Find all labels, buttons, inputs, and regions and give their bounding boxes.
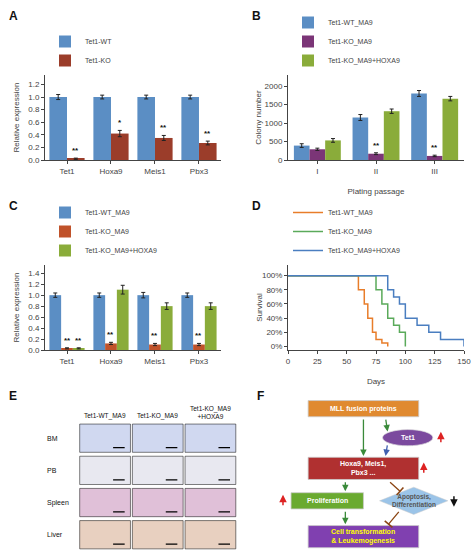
svg-text:Meis1: Meis1 (144, 357, 166, 366)
svg-text:Tet1-KO_MA9: Tet1-KO_MA9 (85, 228, 129, 236)
svg-text:**: ** (72, 146, 79, 155)
svg-text:*: * (118, 118, 122, 127)
svg-text:**: ** (75, 336, 82, 345)
svg-text:E: E (9, 389, 17, 403)
svg-text:0%: 0% (271, 342, 283, 351)
svg-text:**: ** (373, 141, 380, 150)
svg-text:**: ** (151, 331, 158, 340)
svg-text:Tet1-WT_MA9: Tet1-WT_MA9 (328, 19, 373, 27)
svg-text:Tet1-WT: Tet1-WT (85, 38, 112, 45)
svg-text:III: III (431, 167, 438, 176)
svg-text:0.4: 0.4 (28, 131, 40, 140)
svg-text:50: 50 (342, 357, 351, 366)
svg-text:Days: Days (367, 377, 385, 386)
svg-text:0.8: 0.8 (28, 302, 40, 311)
svg-text:Hoxa9: Hoxa9 (99, 167, 123, 176)
svg-text:C: C (9, 199, 18, 213)
svg-text:100: 100 (399, 357, 413, 366)
svg-text:Tet1-KO_MA9+HOXA9: Tet1-KO_MA9+HOXA9 (85, 247, 157, 255)
svg-text:0.0: 0.0 (28, 156, 40, 165)
svg-text:**: ** (160, 123, 167, 132)
svg-text:Tet1-KO: Tet1-KO (85, 57, 111, 64)
svg-text:Tet1: Tet1 (59, 167, 75, 176)
svg-text:Pbx3: Pbx3 (190, 167, 209, 176)
svg-text:40%: 40% (266, 314, 282, 323)
svg-text:20%: 20% (266, 328, 282, 337)
svg-text:500: 500 (269, 137, 283, 146)
svg-text:**: ** (107, 330, 114, 339)
svg-text:B: B (252, 9, 261, 23)
svg-text:Colony number: Colony number (254, 90, 263, 145)
svg-text:II: II (374, 167, 378, 176)
svg-text:100%: 100% (262, 271, 282, 280)
svg-text:Hoxa9: Hoxa9 (99, 357, 123, 366)
svg-text:60%: 60% (266, 300, 282, 309)
svg-text:F: F (257, 389, 264, 403)
svg-text:**: ** (204, 129, 211, 138)
svg-text:1.0: 1.0 (28, 291, 40, 300)
svg-text:Tet1: Tet1 (59, 357, 75, 366)
svg-text:1000: 1000 (265, 119, 283, 128)
svg-text:Proliferation: Proliferation (307, 497, 348, 504)
svg-text:Survival: Survival (255, 293, 264, 322)
svg-text:1.0: 1.0 (28, 93, 40, 102)
svg-text:PB: PB (47, 467, 57, 474)
svg-text:Tet1: Tet1 (401, 434, 415, 441)
svg-text:Tet1-WT_MA9: Tet1-WT_MA9 (328, 209, 373, 217)
svg-text:1500: 1500 (265, 100, 283, 109)
svg-text:Hoxa9, Meis1,Pbx3 ...: Hoxa9, Meis1,Pbx3 ... (340, 460, 386, 476)
svg-text:0.4: 0.4 (28, 324, 40, 333)
svg-text:A: A (9, 9, 18, 23)
svg-text:0.2: 0.2 (28, 143, 40, 152)
svg-text:0.6: 0.6 (28, 313, 40, 322)
svg-text:80%: 80% (266, 286, 282, 295)
svg-text:Tet1-KO_MA9+HOXA9: Tet1-KO_MA9+HOXA9 (328, 57, 400, 65)
svg-text:Tet1-KO_MA9: Tet1-KO_MA9 (328, 38, 372, 46)
svg-text:**: ** (64, 336, 71, 345)
svg-text:75: 75 (372, 357, 381, 366)
svg-text:0: 0 (278, 156, 283, 165)
svg-text:25: 25 (313, 357, 322, 366)
svg-text:Pbx3: Pbx3 (190, 357, 209, 366)
svg-text:Plating passage: Plating passage (348, 187, 405, 196)
svg-text:Relative expression: Relative expression (12, 83, 21, 153)
svg-text:0: 0 (286, 357, 291, 366)
svg-text:2000: 2000 (265, 82, 283, 91)
svg-text:**: ** (195, 331, 202, 340)
svg-text:125: 125 (428, 357, 442, 366)
svg-text:**: ** (431, 143, 438, 152)
svg-text:Tet1-KO_MA9+HOXA9: Tet1-KO_MA9+HOXA9 (190, 405, 231, 420)
svg-text:Tet1-KO_MA9: Tet1-KO_MA9 (137, 412, 178, 420)
svg-text:I: I (316, 167, 318, 176)
svg-text:Liver: Liver (47, 531, 63, 538)
svg-text:MLL fusion proteins: MLL fusion proteins (330, 405, 397, 413)
svg-text:BM: BM (47, 435, 58, 442)
svg-text:Tet1-WT_MA9: Tet1-WT_MA9 (85, 209, 130, 217)
svg-text:1.4: 1.4 (28, 269, 40, 278)
svg-text:150: 150 (457, 357, 471, 366)
svg-text:1.2: 1.2 (28, 280, 40, 289)
svg-text:1.2: 1.2 (28, 80, 40, 89)
svg-text:Spleen: Spleen (47, 499, 69, 507)
svg-text:0.6: 0.6 (28, 118, 40, 127)
svg-text:0.2: 0.2 (28, 335, 40, 344)
svg-text:Tet1-KO_MA9: Tet1-KO_MA9 (328, 228, 372, 236)
svg-text:Cell transformation& Leukemoge: Cell transformation& Leukemogenesis (331, 528, 395, 545)
svg-text:0.0: 0.0 (28, 346, 40, 355)
svg-text:Tet1-WT_MA9: Tet1-WT_MA9 (84, 412, 126, 420)
svg-text:Apoptosis,Differentiation: Apoptosis,Differentiation (392, 493, 436, 508)
svg-text:Relative expression: Relative expression (12, 273, 21, 343)
svg-text:D: D (252, 199, 261, 213)
svg-text:0.8: 0.8 (28, 105, 40, 114)
svg-text:Tet1-KO_MA9+HOXA9: Tet1-KO_MA9+HOXA9 (328, 247, 400, 255)
svg-text:Meis1: Meis1 (144, 167, 166, 176)
